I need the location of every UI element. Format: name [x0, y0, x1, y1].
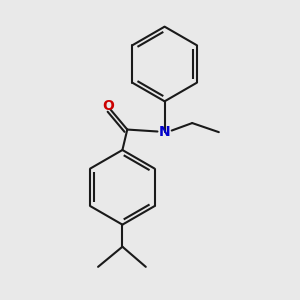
Text: O: O [102, 98, 114, 112]
Text: N: N [159, 125, 170, 139]
